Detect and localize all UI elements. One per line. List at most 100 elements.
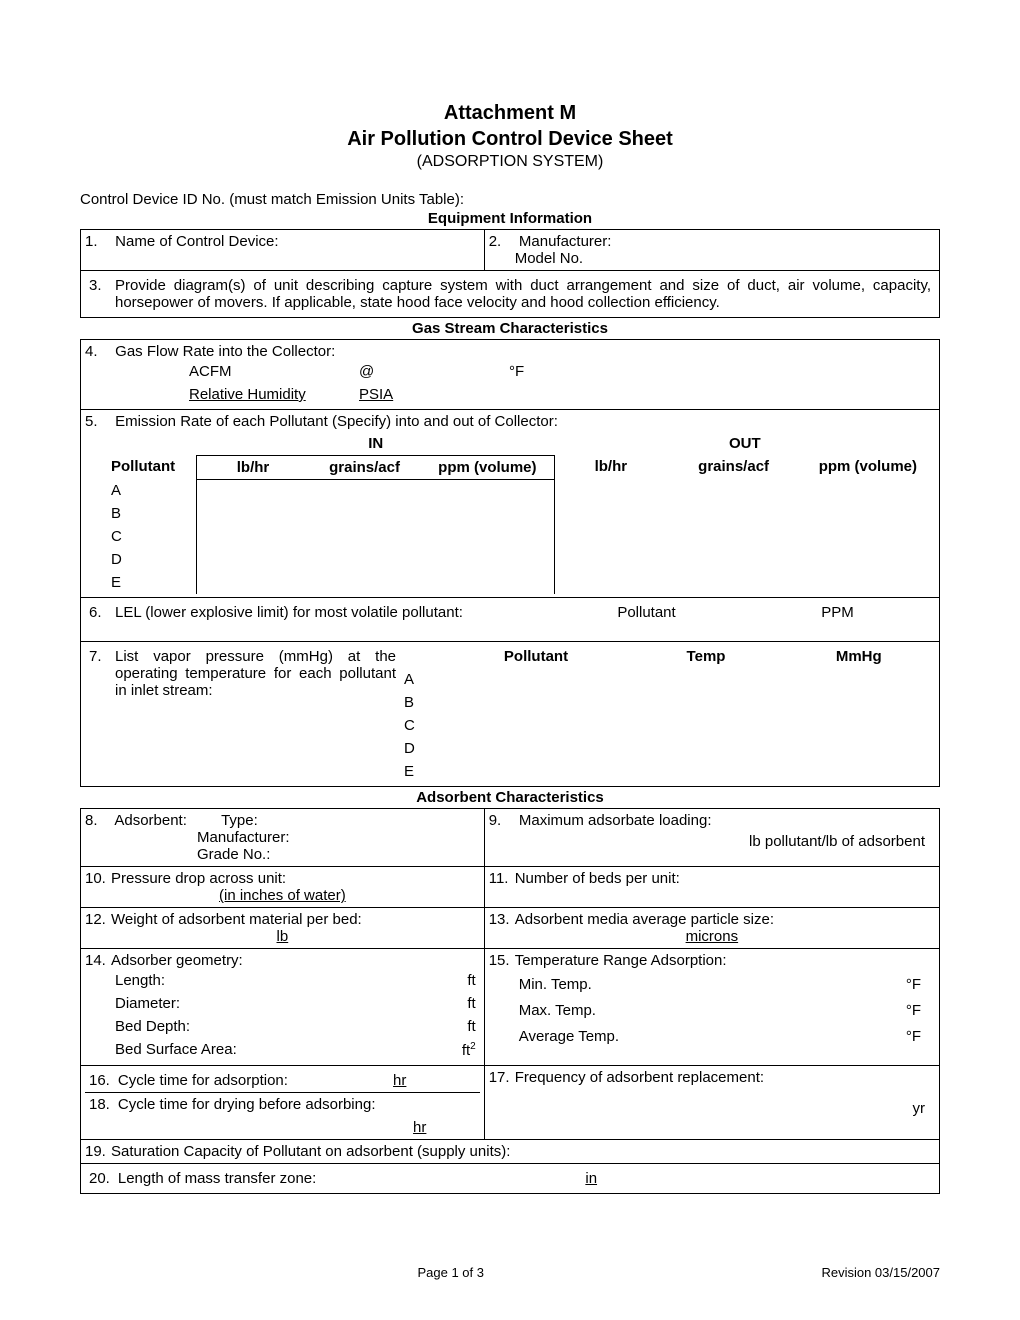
row9-label: Maximum adsorbate loading: [519,812,712,829]
header-block: Attachment M Air Pollution Control Devic… [80,100,940,173]
row14-bsa: Bed Surface Area: [115,1041,237,1058]
footer-rev: Revision 03/15/2007 [821,1265,940,1280]
section-equipment-info: Equipment Information [80,210,940,227]
row5-pb: B [111,505,121,522]
row15-f3: °F [906,1028,921,1045]
row14-ft1: ft [467,972,475,989]
row16-unit: hr [393,1072,406,1089]
row8-label: Adsorbent: [114,812,187,829]
row14-label: Adsorber geometry: [111,952,243,969]
row4-acfm: ACFM [189,363,232,380]
row4-num: 4. [85,343,111,360]
section-adsorbent: Adsorbent Characteristics [80,789,940,806]
row7-pe: E [404,763,414,780]
title-line-1: Attachment M [80,100,940,126]
row7-pa: A [404,671,414,688]
row7-c1: Temp [687,648,726,665]
row12-num: 12. [85,911,111,928]
row15-min: Min. Temp. [519,976,592,993]
row6-pollutant: Pollutant [617,604,675,621]
row5-c4: lb/hr [595,458,628,475]
row15-avg: Average Temp. [519,1028,619,1045]
row5-c3: ppm (volume) [438,459,536,476]
row15-f2: °F [906,1002,921,1019]
row15-f1: °F [906,976,921,993]
row17-label: Frequency of adsorbent replacement: [515,1069,764,1086]
row18-label: Cycle time for drying before adsorbing: [118,1096,376,1113]
row14-ft2: ft [467,995,475,1012]
row2-num: 2. [489,233,515,250]
row20-num: 20. [89,1170,110,1187]
row5-c1: lb/hr [237,459,270,476]
row15-label: Temperature Range Adsorption: [515,952,727,969]
row18-unit: hr [413,1119,426,1136]
row15-max: Max. Temp. [519,1002,596,1019]
row14-dia: Diameter: [115,995,180,1012]
row5-pa: A [111,482,121,499]
row8-grade: Grade No.: [197,846,480,863]
row5-c2: grains/acf [329,459,400,476]
row5-pc: C [111,528,122,545]
row16-num: 16. [89,1072,110,1089]
row7-pd: D [404,740,415,757]
row14-bd: Bed Depth: [115,1018,190,1035]
row2-model: Model No. [515,250,583,267]
row18-num: 18. [89,1096,110,1113]
row9-unit: lb pollutant/lb of adsorbent [489,833,935,850]
row11-label: Number of beds per unit: [515,870,680,887]
row7-pc: C [404,717,415,734]
section-gas-stream: Gas Stream Characteristics [80,320,940,337]
row17-unit: yr [913,1100,926,1117]
row14-ft3: ft [467,1018,475,1035]
footer-page: Page 1 of 3 [417,1265,484,1280]
title-line-2: Air Pollution Control Device Sheet [80,126,940,152]
row4-label: Gas Flow Rate into the Collector: [115,343,335,360]
row7-label: List vapor pressure (mmHg) at the operat… [115,648,396,699]
equipment-info-table: 1. Name of Control Device: 2. Manufactur… [80,229,940,318]
row15-num: 15. [489,952,515,969]
row7-pb: B [404,694,414,711]
row6-ppm: PPM [821,604,854,621]
row4-rh: Relative Humidity [189,386,306,403]
row3-num: 3. [89,277,102,294]
adsorbent-table: 8. Adsorbent: Type: Manufacturer: Grade … [80,808,940,1194]
row8-mfr: Manufacturer: [197,829,480,846]
row14-num: 14. [85,952,111,969]
row4-psia: PSIA [359,386,393,403]
row14-ft4: ft [462,1042,470,1059]
page: Attachment M Air Pollution Control Devic… [0,0,1020,1320]
row12-unit: lb [85,928,480,945]
row5-in: IN [368,435,383,452]
row1-label: Name of Control Device: [115,233,278,250]
row3-label: Provide diagram(s) of unit describing ca… [115,277,931,311]
row13-unit: microns [489,928,935,945]
row2-label: Manufacturer: [519,233,612,250]
row1-num: 1. [85,233,111,250]
row5-c6: ppm (volume) [819,458,917,475]
row7-num: 7. [89,648,102,665]
footer: Page 1 of 3 Revision 03/15/2007 [80,1265,940,1280]
row10-num: 10. [85,870,111,887]
title-line-3: (ADSORPTION SYSTEM) [80,152,940,173]
row20-unit: in [585,1170,597,1187]
row5-pd: D [111,551,122,568]
row12-label: Weight of adsorbent material per bed: [111,911,362,928]
row14-len: Length: [115,972,165,989]
row4-degf: °F [509,363,524,380]
row5-c0: Pollutant [111,458,175,475]
row13-num: 13. [489,911,515,928]
row10-unit: (in inches of water) [85,887,480,904]
row5-pe: E [111,574,121,591]
row17-num: 17. [489,1069,515,1086]
row11-num: 11. [489,870,515,887]
lead-text: Control Device ID No. (must match Emissi… [80,191,940,208]
row6-num: 6. [89,604,102,621]
row6-label: LEL (lower explosive limit) for most vol… [115,604,463,621]
row8-type: Type: [221,812,258,829]
row19-label: Saturation Capacity of Pollutant on adso… [111,1143,510,1160]
gas-stream-table: 4. Gas Flow Rate into the Collector: ACF… [80,339,940,788]
row20-label: Length of mass transfer zone: [118,1170,316,1187]
row10-label: Pressure drop across unit: [111,870,286,887]
row5-num: 5. [85,413,111,430]
row7-c0: Pollutant [504,648,568,665]
